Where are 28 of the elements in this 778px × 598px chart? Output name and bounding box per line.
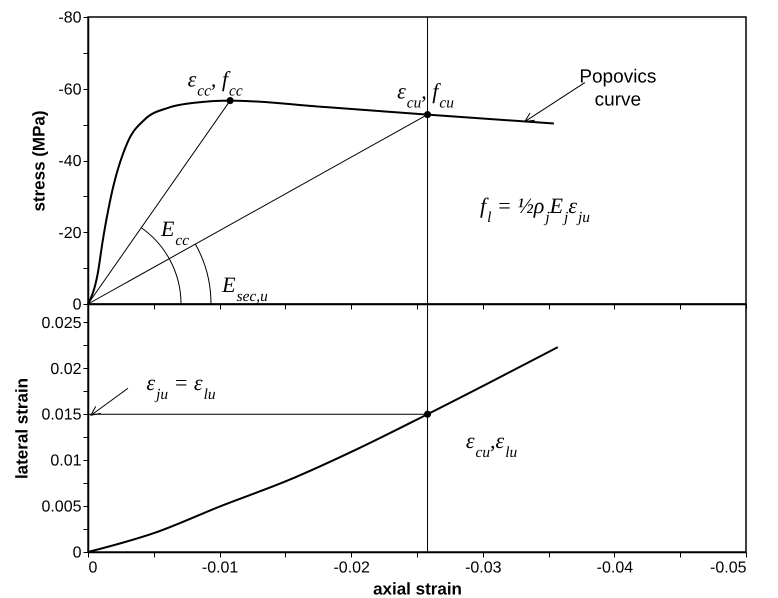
x-tick-label: -0.02 [333, 560, 370, 576]
y-tick-label: -80 [58, 10, 82, 26]
annotation: f$_{l}$ = ½ρ$_{j}$E$_{j}$ε$_{ju}$ [480, 193, 590, 226]
y-tick-label: -60 [58, 81, 82, 98]
x-tick-label: -0.01 [202, 560, 238, 576]
y-tick-label: 0.01 [50, 452, 82, 470]
x-axis-title: axial strain [373, 580, 462, 598]
annotation: ε$_{cc}$, f$_{cc}$ [188, 66, 243, 100]
y-tick-label: -20 [58, 224, 82, 242]
annotation: ε$_{cu}$, f$_{cu}$ [397, 78, 454, 112]
annotation: ε$_{ju}$ = ε$_{lu}$ [146, 370, 216, 403]
series-label: Popovics curve [579, 66, 656, 111]
x-tick-label: 0 [88, 560, 98, 576]
y-axis-title: lateral strain [12, 378, 32, 480]
x-tick-label: -0.05 [710, 560, 747, 576]
y-axis-title: stress (MPa) [29, 110, 48, 212]
y-tick-label: -40 [58, 153, 82, 170]
y-tick-label: 0.02 [50, 360, 82, 378]
annotation: ε$_{cu}$,ε$_{lu}$ [466, 428, 518, 461]
y-tick-label: 0.025 [41, 314, 82, 332]
x-tick-label: -0.03 [465, 560, 502, 576]
annotation: E$_{cc}$ [160, 216, 190, 248]
y-tick-label: 0 [72, 296, 82, 314]
annotation: E$_{sec,u}$ [221, 272, 268, 304]
y-tick-label: 0 [72, 544, 82, 562]
y-tick-label: 0.005 [41, 498, 82, 516]
y-tick-label: 0.015 [41, 406, 82, 424]
x-tick-label: -0.04 [596, 560, 634, 576]
